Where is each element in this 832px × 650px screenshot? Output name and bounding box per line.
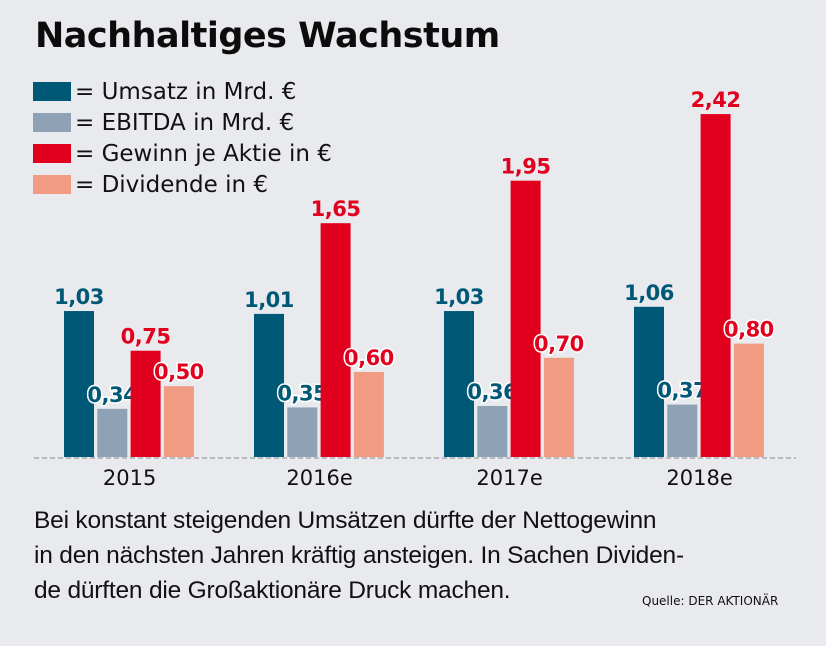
data-label-dividende-2015: 0,50	[154, 360, 204, 384]
x-tick-label-2017e: 2017e	[476, 466, 542, 490]
data-label-ebitda-2016e: 0,35	[277, 381, 327, 405]
data-label-gewinn-2018e: 2,42	[691, 88, 741, 112]
legend-swatch-umsatz	[33, 82, 71, 101]
legend-item-dividende: = Dividende in €	[33, 169, 332, 200]
data-label-umsatz-2018e: 1,06	[624, 281, 674, 305]
legend-label-umsatz: = Umsatz in Mrd. €	[75, 78, 297, 105]
bar-dividende-2015	[163, 386, 194, 457]
bar-dividende-2016e	[353, 371, 384, 457]
bar-umsatz-2015	[64, 311, 94, 457]
caption-line-3: de dürften die Großaktionäre Druck mache…	[34, 577, 511, 604]
bar-ebitda-2017e	[477, 405, 508, 457]
data-label-gewinn-2015: 0,75	[121, 325, 171, 349]
bar-umsatz-2018e	[634, 306, 664, 457]
data-label-ebitda-2018e: 0,37	[657, 379, 707, 403]
data-label-dividende-2017e: 0,70	[534, 332, 584, 356]
legend: = Umsatz in Mrd. € = EBITDA in Mrd. € = …	[33, 76, 332, 200]
legend-label-gewinn: = Gewinn je Aktie in €	[75, 140, 332, 167]
data-label-gewinn-2017e: 1,95	[501, 155, 551, 179]
legend-item-umsatz: = Umsatz in Mrd. €	[33, 76, 332, 107]
data-label-gewinn-2016e: 1,65	[311, 197, 361, 221]
data-label-umsatz-2015: 1,03	[54, 285, 104, 309]
data-label-ebitda-2015: 0,34	[87, 383, 137, 407]
bar-umsatz-2017e	[444, 311, 474, 457]
bar-dividende-2017e	[543, 357, 574, 457]
legend-swatch-ebitda	[33, 113, 71, 132]
legend-item-gewinn: = Gewinn je Aktie in €	[33, 138, 332, 169]
data-label-umsatz-2017e: 1,03	[434, 285, 484, 309]
bar-gewinn-2015	[130, 350, 161, 457]
data-label-umsatz-2016e: 1,01	[244, 288, 294, 312]
bar-dividende-2018e	[733, 343, 764, 457]
x-tick-label-2018e: 2018e	[666, 466, 732, 490]
caption-line-2: in den nächsten Jahren kräftig ansteigen…	[34, 542, 684, 569]
bar-umsatz-2016e	[254, 313, 284, 457]
data-label-ebitda-2017e: 0,36	[467, 380, 517, 404]
legend-label-ebitda: = EBITDA in Mrd. €	[75, 109, 295, 136]
bar-ebitda-2016e	[287, 407, 318, 457]
caption: Bei konstant steigenden Umsätzen dürfte …	[34, 503, 814, 608]
source-note: Quelle: DER AKTIONÄR	[642, 594, 779, 608]
bar-gewinn-2017e	[510, 180, 541, 457]
legend-label-dividende: = Dividende in €	[75, 171, 268, 198]
legend-item-ebitda: = EBITDA in Mrd. €	[33, 107, 332, 138]
bar-chart: 1,03 0,34 0,75 0,50 2015 1,01 0,35 1,65 0,60 2016…	[34, 88, 796, 490]
chart-title: Nachhaltiges Wachstum	[35, 16, 500, 56]
x-tick-label-2015: 2015	[103, 466, 156, 490]
data-label-dividende-2016e: 0,60	[344, 346, 394, 370]
bar-ebitda-2018e	[667, 404, 698, 457]
bar-gewinn-2018e	[700, 114, 731, 457]
bar-ebitda-2015	[97, 408, 128, 457]
bar-gewinn-2016e	[320, 223, 351, 457]
legend-swatch-gewinn	[33, 144, 71, 163]
data-label-dividende-2018e: 0,80	[724, 318, 774, 342]
legend-swatch-dividende	[33, 175, 71, 194]
caption-line-1: Bei konstant steigenden Umsätzen dürfte …	[34, 507, 657, 534]
x-tick-label-2016e: 2016e	[286, 466, 352, 490]
